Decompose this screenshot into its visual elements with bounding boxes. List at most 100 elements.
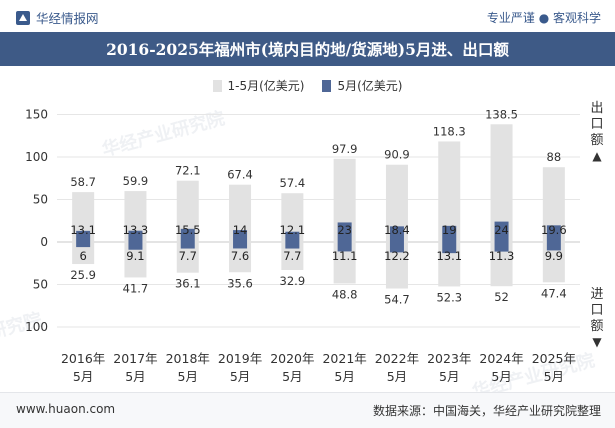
data-label-cumulative-export: 138.5 [485,107,518,121]
data-label-cumulative-import: 35.6 [227,276,253,290]
x-tick-label-month: 5月 [73,369,93,384]
x-tick-label-year: 2025年 [532,351,576,366]
bar-cumulative-export [72,192,95,242]
chart-title: 2016-2025年福州市(境内目的地/货源地)5月进、出口额 [0,32,615,66]
data-label-monthly-export: 23 [337,223,352,237]
x-tick-label-year: 2018年 [166,351,210,366]
data-label-cumulative-import: 52 [494,290,509,304]
data-label-monthly-import: 6 [79,249,86,263]
import-side-label-char: 口 [590,303,603,318]
data-label-monthly-export: 18.4 [384,223,410,237]
data-label-cumulative-import: 54.7 [384,292,410,306]
x-tick-label-year: 2020年 [270,351,314,366]
x-tick-label-month: 5月 [439,369,459,384]
x-tick-label-month: 5月 [491,369,511,384]
data-label-monthly-import: 13.1 [436,249,462,263]
data-label-monthly-import: 11.3 [489,249,515,263]
bar-monthly-export [76,230,91,242]
bar-monthly-export [337,222,352,242]
y-tick-label: 0 [40,235,48,249]
legend-swatch-cumulative [212,79,222,92]
bar-cumulative-export [438,141,461,242]
bar-cumulative-import [72,242,95,265]
data-label-cumulative-import: 36.1 [175,277,201,291]
data-label-monthly-export: 13.3 [123,223,149,237]
footer-url[interactable]: www.huaon.com [16,402,116,416]
export-side-label-char: 额 [590,133,603,148]
y-tick-label: 100 [25,150,48,164]
brand-name: 华经情报网 [36,11,99,26]
legend-swatch-monthly [322,79,332,92]
data-label-monthly-export: 14 [233,223,248,237]
bar-monthly-import [76,242,91,248]
data-label-monthly-export: 24 [494,223,509,237]
top-bar: 华经情报网 专业严谨 ● 客观科学 [0,0,615,32]
data-label-monthly-export: 19.6 [541,223,567,237]
legend-label-monthly: 5月(亿美元) [337,79,403,93]
data-label-cumulative-import: 48.8 [332,287,358,301]
data-label-monthly-export: 19 [442,223,457,237]
data-label-cumulative-export: 88 [547,150,562,164]
y-tick-label: 100 [25,320,48,334]
bar-monthly-import [442,242,457,254]
x-tick-label-month: 5月 [230,369,250,384]
bar-monthly-import [233,242,248,249]
data-label-cumulative-export: 97.9 [332,142,358,156]
x-tick-label-year: 2022年 [375,351,419,366]
data-label-monthly-export: 12.1 [280,223,306,237]
bar-cumulative-import [176,242,199,273]
data-label-cumulative-import: 41.7 [123,281,149,295]
x-tick-label-month: 5月 [544,369,564,384]
bar-monthly-export [546,225,561,242]
data-label-monthly-import: 9.9 [545,249,563,263]
data-label-cumulative-import: 52.3 [436,290,462,304]
bar-cumulative-import [124,242,147,278]
bar-monthly-import [128,242,143,250]
bar-monthly-import [285,242,300,249]
export-side-label-arrow-icon: ▲ [592,149,602,163]
data-label-cumulative-export: 90.9 [384,148,410,162]
import-side-label-arrow-icon: ▼ [592,335,602,349]
x-tick-label-month: 5月 [387,369,407,384]
data-label-monthly-import: 12.2 [384,249,410,263]
bar-cumulative-export [333,158,356,242]
footer: www.huaon.com 数据来源：中国海关，华经产业研究院整理 [0,392,615,428]
bar-monthly-import [494,242,509,252]
data-label-monthly-import: 9.1 [126,249,144,263]
bar-cumulative-export [229,184,252,242]
data-label-monthly-import: 7.6 [231,249,249,263]
bar-monthly-export [180,228,195,242]
import-side-label-char: 进 [590,287,603,302]
bar-monthly-export [442,225,457,242]
data-label-cumulative-export: 118.3 [433,124,466,138]
bar-monthly-import [337,242,352,252]
y-tick-label: 50 [33,193,48,207]
y-tick-label: 50 [33,278,48,292]
x-tick-label-year: 2024年 [479,351,523,366]
x-tick-label-month: 5月 [282,369,302,384]
data-label-cumulative-export: 67.4 [227,168,253,182]
legend: 1-5月(亿美元) 5月(亿美元) [0,77,615,94]
x-tick-label-year: 2023年 [427,351,471,366]
bar-cumulative-import [542,242,565,283]
legend-item-cumulative: 1-5月(亿美元) [212,77,305,94]
footer-source: 数据来源：中国海关，华经产业研究院整理 [372,404,601,418]
x-tick-label-year: 2019年 [218,351,262,366]
bar-monthly-import [180,242,195,249]
bar-monthly-import [546,242,561,251]
data-label-cumulative-export: 72.1 [175,164,201,178]
bar-monthly-export [494,221,509,242]
bar-monthly-import [389,242,404,253]
legend-item-monthly: 5月(亿美元) [322,77,402,94]
legend-label-cumulative: 1-5月(亿美元) [227,79,305,93]
data-label-monthly-import: 7.7 [179,249,197,263]
bar-cumulative-export [542,167,565,242]
data-label-monthly-export: 13.1 [70,223,96,237]
data-label-cumulative-import: 25.9 [70,268,96,282]
data-label-cumulative-export: 58.7 [70,175,96,189]
x-tick-label-month: 5月 [334,369,354,384]
huajing-logo-icon [16,10,30,25]
bar-cumulative-export [281,193,304,242]
y-tick-label: 150 [25,108,48,122]
x-tick-label-year: 2016年 [61,351,105,366]
